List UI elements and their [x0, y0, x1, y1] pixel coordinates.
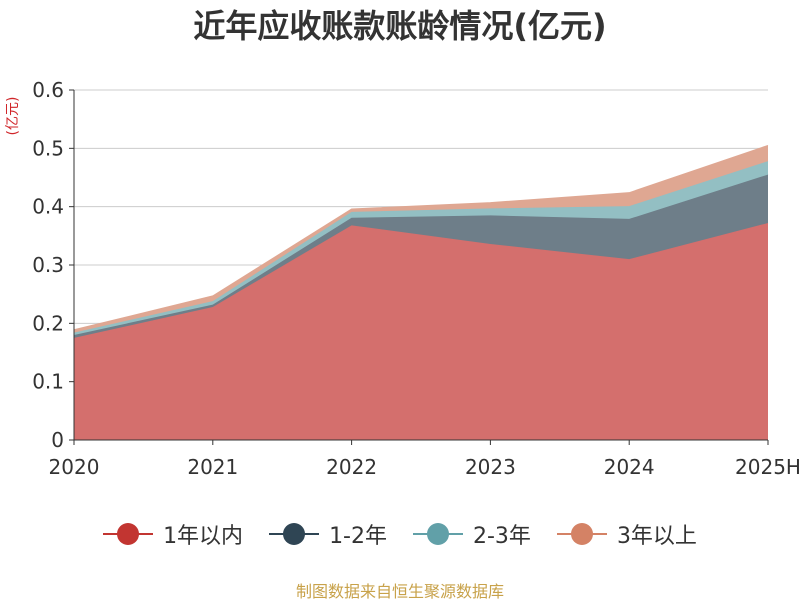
legend-marker-icon — [556, 522, 607, 546]
legend-item-4[interactable]: 3年以上 — [556, 516, 697, 552]
x-tick-label: 2021 — [187, 455, 238, 479]
y-tick-label: 0.1 — [32, 370, 64, 394]
legend-label: 2-3年 — [473, 524, 531, 549]
y-tick-label: 0.3 — [32, 253, 64, 277]
y-tick-label: 0.5 — [32, 136, 64, 160]
legend-marker-icon — [413, 522, 463, 546]
legend-dot — [427, 523, 449, 545]
legend-marker-icon — [103, 522, 154, 546]
y-tick-label: 0.6 — [32, 78, 64, 102]
axes: 0 0.1 0.2 0.3 0.4 0.5 0.6 2020 2021 2022 2023 2024 2… — [32, 78, 800, 479]
y-tick-label: 0 — [51, 428, 64, 452]
legend: 1年以内 1-2年 2-3年 3年以上 — [0, 516, 800, 552]
area-series-3 — [74, 161, 768, 335]
area-series-2 — [74, 174, 768, 338]
legend-marker-icon — [269, 522, 320, 546]
x-tick-label: 2022 — [326, 455, 377, 479]
y-tick-label: 0.2 — [32, 311, 64, 335]
series-line-4 — [73, 144, 769, 331]
legend-label: 3年以上 — [616, 524, 697, 549]
area-series-4 — [74, 145, 768, 333]
x-tick-label: 2024 — [604, 455, 655, 479]
x-tick-label: 2020 — [49, 455, 100, 479]
legend-item-3[interactable]: 2-3年 — [413, 516, 531, 552]
stacked-areas — [73, 144, 769, 440]
legend-item-1[interactable]: 1年以内 — [103, 516, 243, 552]
x-tick-label: 2025H — [735, 455, 800, 479]
legend-item-2[interactable]: 1-2年 — [269, 516, 387, 552]
source-note: 制图数据来自恒生聚源数据库 — [295, 582, 504, 601]
area-series-1 — [74, 223, 768, 440]
legend-dot — [117, 523, 140, 545]
legend-dot — [570, 523, 593, 545]
legend-label: 1-2年 — [329, 524, 387, 549]
y-tick-label: 0.4 — [32, 195, 64, 219]
x-tick-label: 2023 — [465, 455, 516, 479]
chart-title: 近年应收账款账龄情况(亿元) — [193, 7, 607, 45]
legend-label: 1年以内 — [163, 524, 244, 549]
legend-dot — [283, 523, 306, 545]
